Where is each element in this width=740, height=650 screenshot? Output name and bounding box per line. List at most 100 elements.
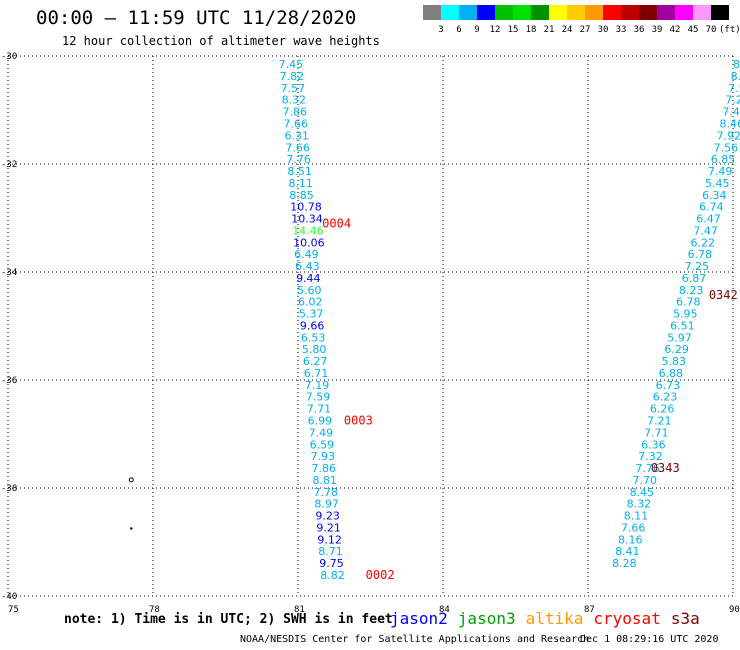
swh-value: 8.41 — [615, 545, 640, 558]
y-tick-label: -36 — [1, 376, 17, 386]
legend-swatch — [567, 5, 585, 20]
swh-value: 7.56 — [714, 141, 739, 154]
swh-value: 7.71 — [644, 426, 669, 439]
legend-label: 45 — [687, 25, 699, 35]
swh-value: 7.2_ — [725, 94, 740, 107]
swh-value: 9.44 — [296, 272, 321, 285]
swh-value: 7.76 — [635, 462, 660, 475]
swh-value: 6.53 — [301, 331, 326, 344]
legend-swatch — [639, 5, 657, 20]
track-time-label: 0003 — [344, 414, 373, 428]
swh-value: 7.19 — [305, 379, 330, 392]
swh-value: 6.87 — [682, 272, 707, 285]
swh-value: 8.28 — [612, 557, 637, 570]
satellite-name-cryosat: cryosat — [593, 609, 661, 628]
legend-swatch — [585, 5, 603, 20]
swh-value: 5.45 — [705, 177, 730, 190]
swh-value: 6.59 — [310, 438, 335, 451]
swh-value: 8.32 — [282, 94, 307, 107]
swh-value: 10.06 — [293, 236, 325, 249]
chart-title: 00:00 — 11:59 UTC 11/28/2020 — [36, 7, 357, 29]
swh-value: 7.86 — [312, 462, 337, 475]
y-tick-label: -34 — [1, 268, 17, 278]
swh-value: 7.49 — [708, 165, 733, 178]
swh-value: 8.32 — [627, 498, 652, 511]
swh-value: 9.12 — [317, 533, 342, 546]
swh-value: 8.23 — [679, 284, 704, 297]
swh-value: 6.78 — [676, 296, 701, 309]
legend-swatch — [531, 5, 549, 20]
swh-value: 8.46 — [719, 118, 740, 131]
island-marker — [130, 527, 133, 530]
legend-swatch — [477, 5, 495, 20]
legend-swatch — [513, 5, 531, 20]
legend-label: 18 — [525, 25, 537, 35]
swh-value: 8.85 — [289, 189, 314, 202]
swh-value: 7.32 — [638, 450, 663, 463]
legend-label: (ft) — [719, 25, 740, 35]
island-marker — [128, 477, 134, 483]
swh-value: 14.46 — [292, 224, 324, 237]
swh-value: 8.16 — [618, 533, 643, 546]
note-text: note: 1) Time is in UTC; 2) SWH is in fe… — [64, 612, 393, 627]
x-tick-label: 78 — [149, 605, 160, 615]
legend-swatch — [441, 5, 459, 20]
swh-value: 6.34 — [702, 189, 727, 202]
satellite-name-s3a: s3a — [670, 609, 700, 628]
swh-value: 5.80 — [302, 343, 327, 356]
legend-swatch — [549, 5, 567, 20]
swh-value: 6.88 — [659, 367, 684, 380]
legend-label: 70 — [705, 25, 717, 35]
swh-value: 6.22 — [690, 236, 715, 249]
swh-value: 6.71 — [304, 367, 329, 380]
satellite-name-jason3: jason3 — [457, 609, 516, 628]
swh-value: 7.93 — [311, 450, 336, 463]
swh-value: 5.37 — [299, 308, 324, 321]
swh-value: 6.31 — [284, 129, 309, 142]
y-tick-label: -38 — [1, 484, 17, 494]
swh-value: 6.73 — [656, 379, 681, 392]
y-tick-label: -40 — [1, 592, 17, 602]
legend-label: 9 — [474, 25, 480, 35]
swh-value: 6.26 — [650, 403, 675, 416]
swh-value: 8.82 — [320, 569, 345, 582]
legend-label: 21 — [543, 25, 555, 35]
legend-label: 3 — [438, 25, 444, 35]
swh-value: 6.99 — [308, 415, 333, 428]
swh-value: 8.51 — [287, 165, 312, 178]
satellite-name-altika: altika — [525, 609, 584, 628]
legend-label: 42 — [669, 25, 681, 35]
legend-swatch — [423, 5, 441, 20]
legend-label: 30 — [597, 25, 609, 35]
swh-value: 7.92 — [717, 129, 740, 142]
x-tick-label: 84 — [439, 605, 450, 615]
legend-label: 12 — [489, 25, 501, 35]
legend-swatch — [675, 5, 693, 20]
swh-value: 10.78 — [290, 201, 322, 214]
swh-value: 8.97 — [314, 498, 339, 511]
swh-value: 7.66 — [285, 141, 310, 154]
swh-value: 8.11 — [624, 510, 649, 523]
swh-value: 5.83 — [661, 355, 686, 368]
swh-value: 6.36 — [641, 438, 666, 451]
swh-value: 7.71 — [307, 403, 332, 416]
legend-swatch — [495, 5, 513, 20]
track-time-label: 0004 — [322, 216, 351, 230]
swh-value: 7.5_ — [728, 82, 740, 95]
legend-label: 27 — [579, 25, 591, 35]
swh-value: 7.21 — [647, 415, 672, 428]
swh-value: 7.76 — [286, 153, 311, 166]
swh-value: 6.29 — [664, 343, 689, 356]
footer-credit: NOAA/NESDIS Center for Satellite Applica… — [240, 634, 590, 645]
swh-value: 7.45 — [722, 106, 740, 119]
track-time-label: 0343 — [651, 461, 680, 475]
swh-value: 8.__ — [733, 58, 740, 71]
swh-value: 5.60 — [297, 284, 322, 297]
satellite-name-jason2: jason2 — [390, 609, 448, 628]
swh-value: 7.25 — [685, 260, 710, 273]
swh-value: 5.97 — [667, 331, 692, 344]
swh-value: 7.57 — [281, 82, 306, 95]
swh-value: 6.74 — [699, 201, 724, 214]
satellite-legend: jason2 jason3 altika cryosat s3a — [390, 609, 710, 628]
